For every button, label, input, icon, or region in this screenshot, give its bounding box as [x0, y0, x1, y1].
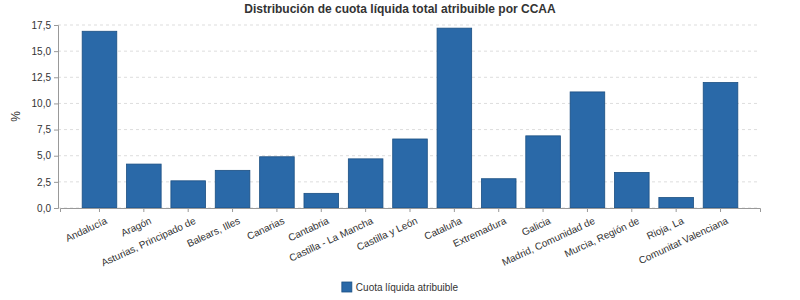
x-tick-label: Andalucía: [64, 215, 109, 244]
x-tick-label: Murcia, Región de: [563, 215, 642, 259]
chart: 0,0 2,5 5,0 7,5 10,0 12,5 15,0 17,5 Andalucía Ara…: [0, 0, 800, 300]
x-tick: Asturias, Principado de: [99, 208, 197, 268]
grid: [58, 25, 760, 208]
x-tick: Balears, Illes: [185, 208, 242, 249]
bar: [614, 172, 649, 208]
x-tick: Castilla y León: [355, 208, 419, 253]
y-tick-mark: [54, 103, 58, 104]
x-tick: Comunitat Valenciana: [637, 208, 730, 266]
y-tick-label: 0,0: [37, 203, 51, 214]
y-tick: 7,5: [37, 124, 58, 135]
y-tick: 0,0: [37, 203, 58, 214]
x-tick-label: Comunitat Valenciana: [637, 215, 730, 266]
x-tick-mark: [587, 208, 588, 212]
bar: [82, 31, 117, 208]
x-tick-label: Galicia: [520, 215, 553, 238]
x-tick: Murcia, Región de: [563, 208, 642, 259]
x-tick-label: Asturias, Principado de: [99, 215, 197, 269]
x-tick-mark: [720, 208, 721, 212]
x-tick-mark: [410, 208, 411, 212]
x-tick-mark: [276, 208, 277, 212]
bar: [215, 170, 250, 208]
y-tick-label: 10,0: [32, 98, 52, 109]
y-tick: 2,5: [37, 177, 58, 188]
x-tick: Castilla - La Mancha: [287, 208, 375, 263]
bars: [82, 28, 738, 208]
x-axis: Andalucía AragónAsturias, Principado deBa…: [61, 208, 761, 268]
legend: Cuota líquida atribuible: [342, 282, 459, 293]
x-tick: Aragón: [119, 208, 153, 239]
x-axis-line: [61, 209, 761, 213]
x-tick-mark: [232, 208, 233, 212]
x-tick: Extremadura: [451, 208, 508, 249]
bar: [570, 92, 605, 208]
x-tick-mark: [321, 208, 322, 212]
grid-line: [58, 51, 760, 52]
y-tick-label: 17,5: [32, 20, 52, 31]
x-tick: Madrid, Comunidad de: [500, 208, 597, 268]
y-tick: 12,5: [32, 72, 58, 83]
title: Distribución de cuota líquida total atri…: [244, 2, 556, 16]
x-tick-mark: [498, 208, 499, 212]
y-tick: 10,0: [32, 98, 58, 109]
y-tick: 15,0: [32, 46, 58, 57]
bar: [659, 198, 694, 208]
y-tick-label: 5,0: [37, 150, 51, 161]
x-tick-mark: [99, 208, 100, 212]
x-tick-mark: [676, 208, 677, 212]
x-tick-mark: [454, 208, 455, 212]
bar: [437, 28, 472, 208]
grid-line: [58, 103, 760, 104]
grid-line: [58, 77, 760, 78]
grid-line: [58, 129, 760, 130]
x-tick-mark: [143, 208, 144, 212]
x-tick-mark: [631, 208, 632, 212]
bar: [171, 181, 206, 208]
x-tick: Andalucía: [64, 208, 109, 244]
y-tick-mark: [54, 130, 58, 131]
y-axis-title: %: [9, 111, 23, 122]
y-tick-mark: [54, 208, 58, 209]
legend-swatch: [342, 282, 352, 292]
y-tick-mark: [54, 182, 58, 183]
y-tick-mark: [54, 77, 58, 78]
bar: [703, 83, 738, 208]
bar: [393, 139, 428, 208]
y-tick-label: 12,5: [32, 72, 52, 83]
bar: [260, 157, 295, 208]
bar: [304, 193, 339, 208]
grid-line: [58, 25, 760, 26]
x-tick-mark: [543, 208, 544, 212]
y-tick-label: 7,5: [37, 124, 51, 135]
bar: [127, 164, 162, 208]
x-tick-mark: [365, 208, 366, 212]
y-tick-label: 2,5: [37, 177, 51, 188]
y-tick-mark: [54, 25, 58, 26]
y-tick-label: 15,0: [32, 46, 52, 57]
y-tick-mark: [54, 156, 58, 157]
x-tick-label: Balears, Illes: [185, 215, 242, 249]
x-tick: Galicia: [520, 208, 553, 238]
x-tick-label: Extremadura: [451, 215, 508, 249]
x-tick-label: Canarias: [245, 215, 286, 242]
bar: [526, 136, 561, 208]
y-tick: 5,0: [37, 150, 58, 161]
y-axis-line: [54, 26, 59, 209]
bar: [348, 159, 383, 208]
y-axis: 0,0 2,5 5,0 7,5 10,0 12,5 15,0 17,5: [32, 20, 59, 214]
legend-label: Cuota líquida atribuible: [356, 282, 459, 293]
y-tick: 17,5: [32, 20, 58, 31]
y-tick-mark: [54, 51, 58, 52]
x-tick-mark: [188, 208, 189, 212]
bar: [481, 179, 516, 208]
x-tick: Canarias: [245, 208, 286, 242]
x-tick-label: Castilla y León: [355, 215, 419, 253]
